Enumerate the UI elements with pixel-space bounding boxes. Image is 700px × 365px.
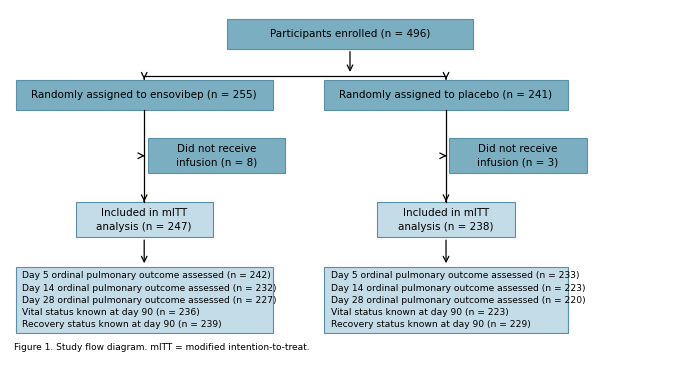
FancyBboxPatch shape: [324, 80, 568, 110]
Text: Randomly assigned to ensovibep (n = 255): Randomly assigned to ensovibep (n = 255): [32, 90, 257, 100]
Text: Did not receive
infusion (n = 8): Did not receive infusion (n = 8): [176, 144, 257, 168]
Text: Randomly assigned to placebo (n = 241): Randomly assigned to placebo (n = 241): [340, 90, 552, 100]
FancyBboxPatch shape: [15, 80, 273, 110]
FancyBboxPatch shape: [148, 138, 285, 173]
FancyBboxPatch shape: [449, 138, 587, 173]
Text: Day 5 ordinal pulmonary outcome assessed (n = 242)
Day 14 ordinal pulmonary outc: Day 5 ordinal pulmonary outcome assessed…: [22, 272, 277, 329]
Text: Participants enrolled (n = 496): Participants enrolled (n = 496): [270, 29, 430, 39]
FancyBboxPatch shape: [227, 19, 473, 49]
Text: Figure 1. Study flow diagram. mITT = modified intention-to-treat.: Figure 1. Study flow diagram. mITT = mod…: [14, 343, 309, 352]
Text: Day 5 ordinal pulmonary outcome assessed (n = 233)
Day 14 ordinal pulmonary outc: Day 5 ordinal pulmonary outcome assessed…: [331, 272, 586, 329]
FancyBboxPatch shape: [76, 203, 213, 237]
FancyBboxPatch shape: [377, 203, 514, 237]
Text: Did not receive
infusion (n = 3): Did not receive infusion (n = 3): [477, 144, 559, 168]
Text: Included in mITT
analysis (n = 238): Included in mITT analysis (n = 238): [398, 208, 493, 232]
Text: Included in mITT
analysis (n = 247): Included in mITT analysis (n = 247): [97, 208, 192, 232]
FancyBboxPatch shape: [324, 267, 568, 334]
FancyBboxPatch shape: [15, 267, 273, 334]
